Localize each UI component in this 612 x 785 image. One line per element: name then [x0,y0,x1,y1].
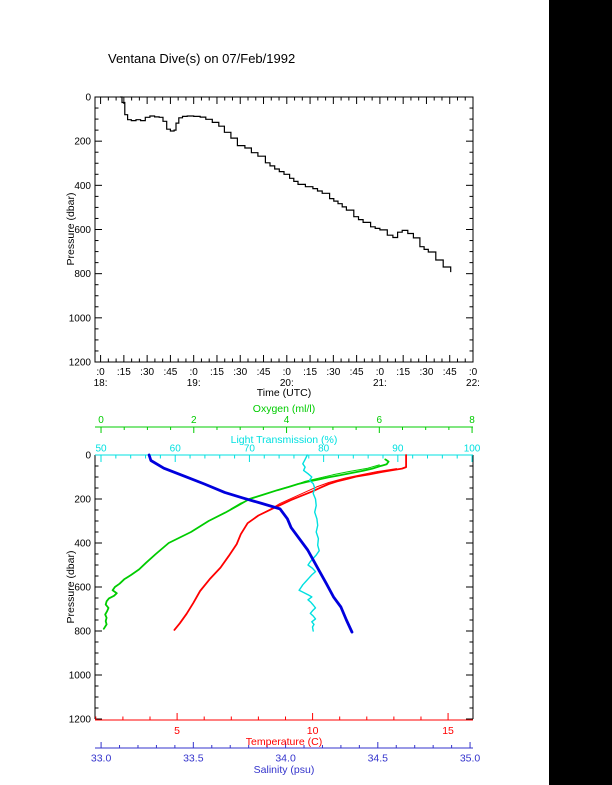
pressure-tick-label: 1200 [69,358,92,369]
time-hour-label: 19: [187,378,201,389]
pressure-tick-label: 0 [85,451,91,462]
time-minute-label: :45 [350,367,364,378]
dive-depth-profile-curve [120,96,452,273]
pressure-tick-label: 600 [74,225,91,236]
pressure-tick-label: 400 [74,539,91,550]
bottom-plot-frame [94,455,474,719]
time-minute-label: :15 [210,367,224,378]
salinity-tick-label: 33.5 [183,753,204,765]
temperature-axis-label: Temperature (C) [245,736,323,748]
top-pressure-ticks: 0 200 400 600 800 1000 1200 [69,93,473,369]
pressure-tick-label: 800 [74,269,91,280]
time-minute-label: :45 [443,367,457,378]
time-minute-label: :30 [233,367,247,378]
pressure-tick-label: 1000 [69,313,92,324]
oxygen-axis: 0 2 4 6 8 [95,415,475,433]
time-hour-label: 21: [373,378,387,389]
pressure-tick-label: 800 [74,627,91,638]
pressure-tick-label: 600 [74,583,91,594]
light-tick-label: 90 [392,444,404,455]
time-minute-label: :45 [257,367,271,378]
salinity-tick-label: 34.0 [275,753,296,765]
oxygen-tick-label: 0 [98,415,104,426]
pressure-tick-label: 400 [74,181,91,192]
pressure-tick-label: 200 [74,137,91,148]
time-hour-label: 22: [466,378,480,389]
time-minute-label: :30 [140,367,154,378]
bottom-pressure-axis-label: Pressure (dbar) [65,550,77,624]
temperature-tick-label: 5 [174,725,180,737]
salinity-tick-label: 34.5 [368,753,389,765]
light-tick-label: 50 [95,444,107,455]
time-hour-label: 18: [94,378,108,389]
oxygen-axis-label: Oxygen (ml/l) [252,403,316,415]
salinity-axis: 33.0 33.5 34.0 34.5 35.0 [91,742,481,765]
light-tick-label: 100 [464,444,481,455]
time-minute-label: :0 [96,367,105,378]
light-tick-label: 70 [244,444,256,455]
oxygen-downcast-curve [102,458,390,630]
temperature-tick-label: 10 [307,725,319,737]
time-minute-label: :0 [190,367,199,378]
salinity-axis-label: Salinity (psu) [253,764,315,776]
pressure-tick-label: 1000 [69,671,92,682]
time-minute-label: :45 [163,367,177,378]
time-axis-label: Time (UTC) [256,387,312,399]
temperature-axis: 5 10 15 [95,713,473,737]
light-tick-label: 80 [318,444,330,455]
temperature-upcast-curve [257,468,398,516]
time-minute-label: :0 [469,367,478,378]
time-minute-label: :30 [419,367,433,378]
salinity-tick-label: 33.0 [91,753,112,765]
time-axis-ticks: :0 :15 :30 :45 :0 :15 :30 :45 :0 :15 :30 :45 :0 :15 :3… [94,97,480,389]
time-minute-label: :0 [376,367,385,378]
top-plot-frame [94,96,474,363]
time-minute-label: :30 [326,367,340,378]
top-pressure-axis-label: Pressure (dbar) [65,192,77,266]
bottom-pressure-ticks: 0 200 400 600 800 1000 1200 [69,451,473,726]
oxygen-tick-label: 6 [377,415,383,426]
temperature-downcast-curve [173,454,408,631]
oxygen-tick-label: 2 [191,415,197,426]
oxygen-tick-label: 8 [469,415,475,426]
time-minute-label: :15 [303,367,317,378]
time-minute-label: :15 [396,367,410,378]
pressure-tick-label: 200 [74,495,91,506]
time-minute-label: :15 [117,367,131,378]
page-title: Ventana Dive(s) on 07/Feb/1992 [108,51,296,66]
time-minute-label: :0 [283,367,292,378]
salinity-tick-label: 35.0 [460,753,481,765]
temperature-tick-label: 15 [442,725,454,737]
oxygen-tick-label: 4 [284,415,290,426]
pressure-tick-label: 1200 [69,715,92,726]
pressure-tick-label: 0 [85,93,91,104]
light-transmission-axis: 50 60 70 80 90 100 [95,444,481,462]
salinity-curve [147,453,354,634]
time-hour-label: 20: [280,378,294,389]
right-black-band [549,0,612,785]
light-transmission-axis-label: Light Transmission (%) [230,434,338,446]
light-transmission-curve [298,454,320,632]
light-tick-label: 60 [170,444,182,455]
